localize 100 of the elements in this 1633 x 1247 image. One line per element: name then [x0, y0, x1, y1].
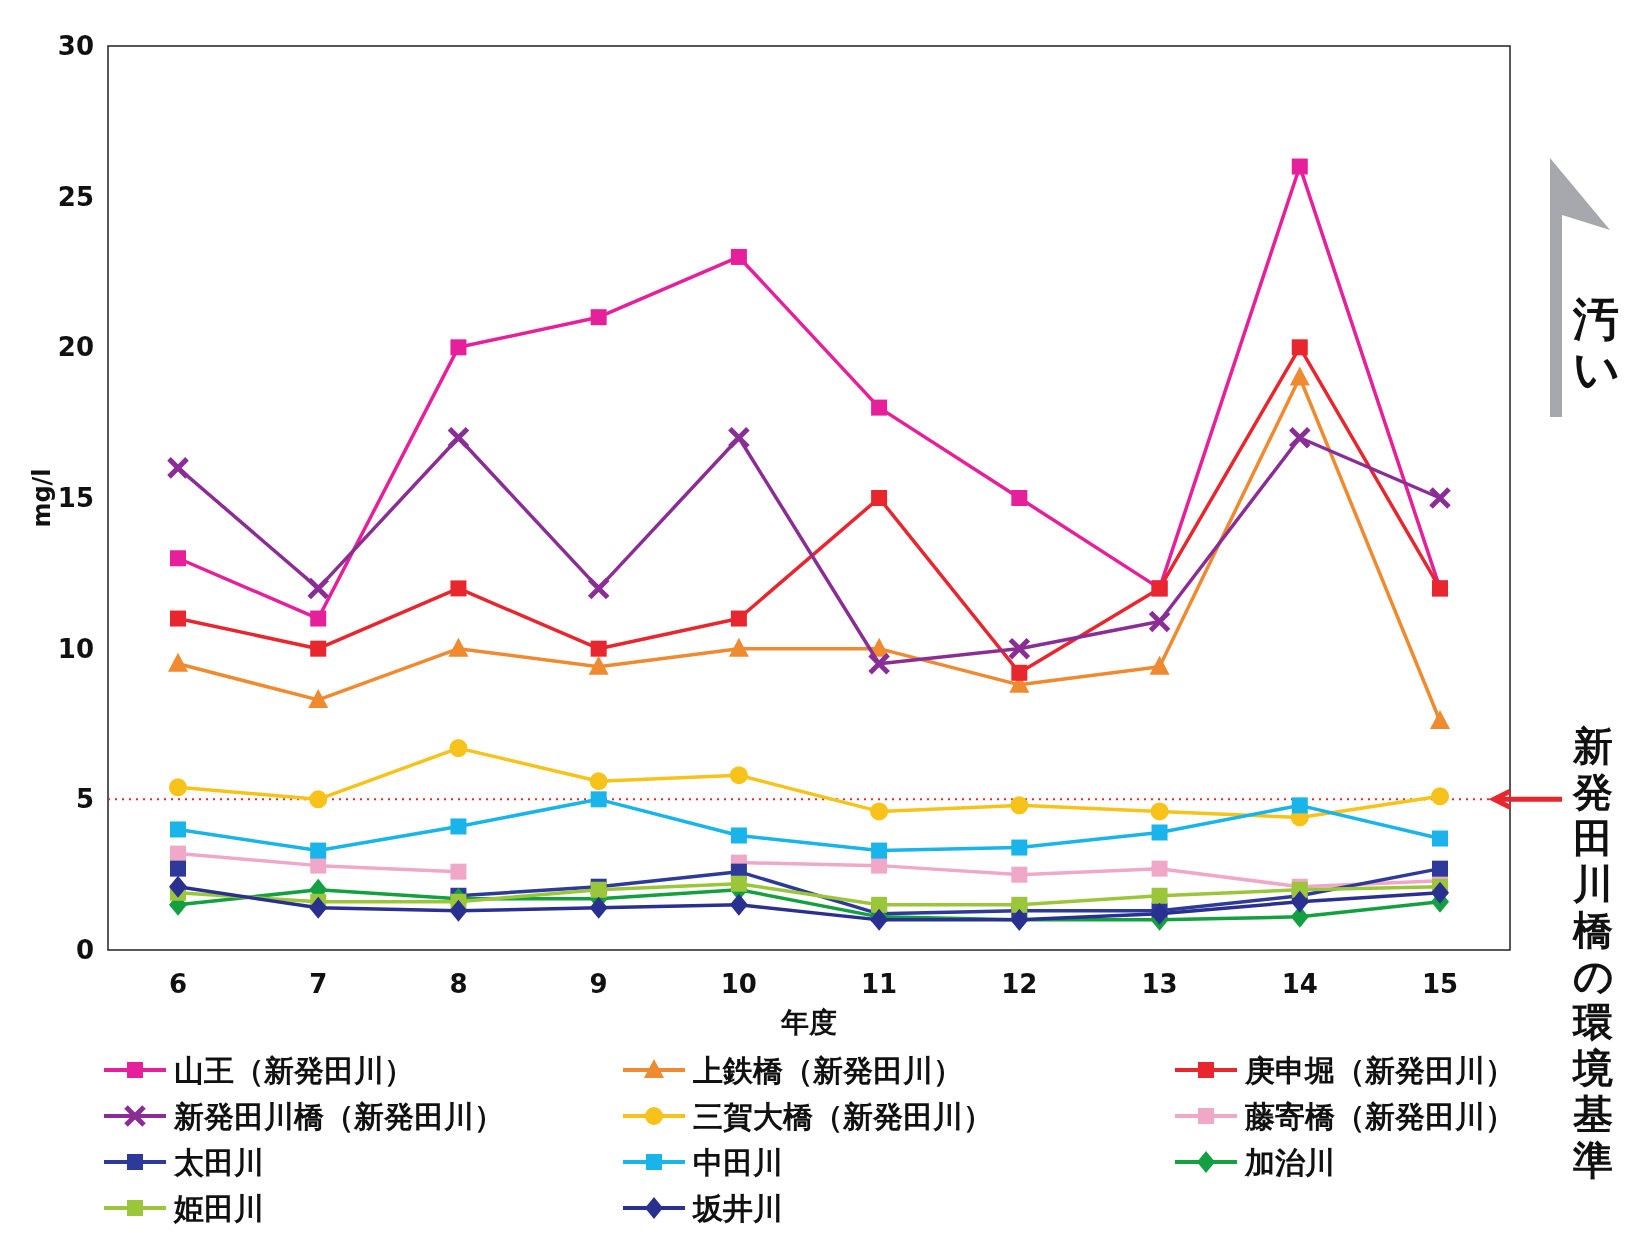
point — [450, 580, 467, 597]
point — [1291, 158, 1308, 175]
y-tick-label: 15 — [57, 483, 94, 513]
point — [1149, 655, 1170, 675]
point — [1430, 709, 1450, 729]
legend-label: 加治川 — [1244, 1145, 1335, 1180]
point — [448, 637, 469, 657]
legend-label: 坂井川 — [691, 1191, 783, 1226]
point — [870, 802, 889, 821]
point — [169, 875, 187, 898]
point — [450, 818, 467, 835]
point — [1428, 486, 1452, 510]
point — [170, 610, 186, 627]
point — [1011, 839, 1028, 856]
x-tick-label: 12 — [1001, 969, 1038, 999]
text: 新発田川橋の環境基準 — [1572, 723, 1614, 1183]
point — [589, 772, 608, 791]
legend-label: 藤寄橋（新発田川） — [1244, 1099, 1515, 1134]
point — [310, 857, 327, 874]
point — [729, 893, 748, 916]
point — [170, 550, 186, 567]
x-tick-label: 11 — [861, 969, 898, 999]
legend-label: 太田川 — [173, 1145, 264, 1180]
point — [1151, 860, 1168, 877]
x-axis-title: 年度 — [780, 1006, 837, 1039]
x-tick-label: 13 — [1141, 969, 1178, 999]
point — [450, 863, 467, 880]
x-tick-label: 7 — [309, 969, 328, 999]
point — [1011, 866, 1028, 883]
y-tick-label: 20 — [57, 332, 94, 363]
point — [446, 426, 470, 450]
point — [449, 739, 468, 758]
point — [310, 610, 327, 627]
point — [310, 842, 327, 859]
point — [871, 399, 888, 416]
x-tick-label: 9 — [589, 969, 608, 999]
point — [169, 778, 187, 797]
point — [1011, 896, 1028, 913]
point — [730, 875, 747, 892]
text: 汚い — [1572, 292, 1620, 396]
point — [306, 576, 330, 600]
point — [729, 766, 748, 785]
legend-label: 姫田川 — [173, 1191, 264, 1226]
point — [1150, 802, 1169, 821]
point — [309, 896, 328, 919]
point — [728, 637, 749, 657]
x-tick-label: 6 — [168, 969, 188, 999]
point — [308, 688, 329, 708]
x-tick-label: 10 — [720, 969, 757, 999]
legend-label: 新発田川橋（新発田川） — [173, 1099, 504, 1134]
y-tick-label: 25 — [57, 181, 94, 212]
point — [166, 456, 190, 480]
point — [1151, 887, 1168, 904]
x-tick-label: 8 — [449, 969, 468, 999]
point — [871, 842, 888, 859]
point — [1288, 426, 1312, 450]
point — [170, 860, 186, 877]
y-tick-label: 0 — [75, 935, 94, 965]
point — [449, 899, 468, 922]
point — [1011, 664, 1028, 681]
point — [587, 576, 611, 600]
x-tick-label: 14 — [1281, 969, 1318, 999]
legend-label: 三賀大橋（新発田川） — [693, 1099, 993, 1134]
point — [168, 652, 188, 672]
point — [1007, 637, 1031, 661]
point — [589, 896, 608, 919]
point — [1151, 824, 1168, 841]
point — [1150, 902, 1169, 925]
y-tick-label: 10 — [57, 633, 94, 664]
point — [1432, 830, 1448, 847]
legend-label: 庚申堀（新発田川） — [1244, 1053, 1515, 1088]
point — [590, 791, 607, 808]
point — [1431, 787, 1449, 806]
y-tick-label: 5 — [75, 784, 94, 815]
point — [871, 857, 888, 874]
x-tick-label: 15 — [1421, 969, 1459, 999]
legend-label: 山王（新発田川） — [174, 1053, 414, 1088]
point — [588, 655, 609, 675]
point — [590, 309, 607, 326]
point — [730, 610, 747, 627]
point — [1011, 490, 1028, 506]
point — [730, 248, 747, 265]
point — [1010, 796, 1029, 815]
point — [871, 490, 888, 506]
legend-label: 上鉄橋（新発田川） — [692, 1053, 963, 1088]
point — [1291, 797, 1308, 814]
point — [1431, 881, 1449, 904]
point — [170, 845, 186, 862]
point — [450, 339, 467, 356]
point — [310, 640, 327, 657]
point — [730, 827, 747, 844]
y-tick-label: 30 — [57, 31, 94, 61]
point — [1148, 610, 1172, 634]
point — [1432, 860, 1448, 877]
point — [1289, 366, 1310, 386]
point — [590, 640, 607, 657]
point — [170, 821, 186, 838]
y-axis-title: mg/l — [28, 468, 56, 528]
point — [1290, 890, 1309, 913]
point — [309, 790, 328, 809]
